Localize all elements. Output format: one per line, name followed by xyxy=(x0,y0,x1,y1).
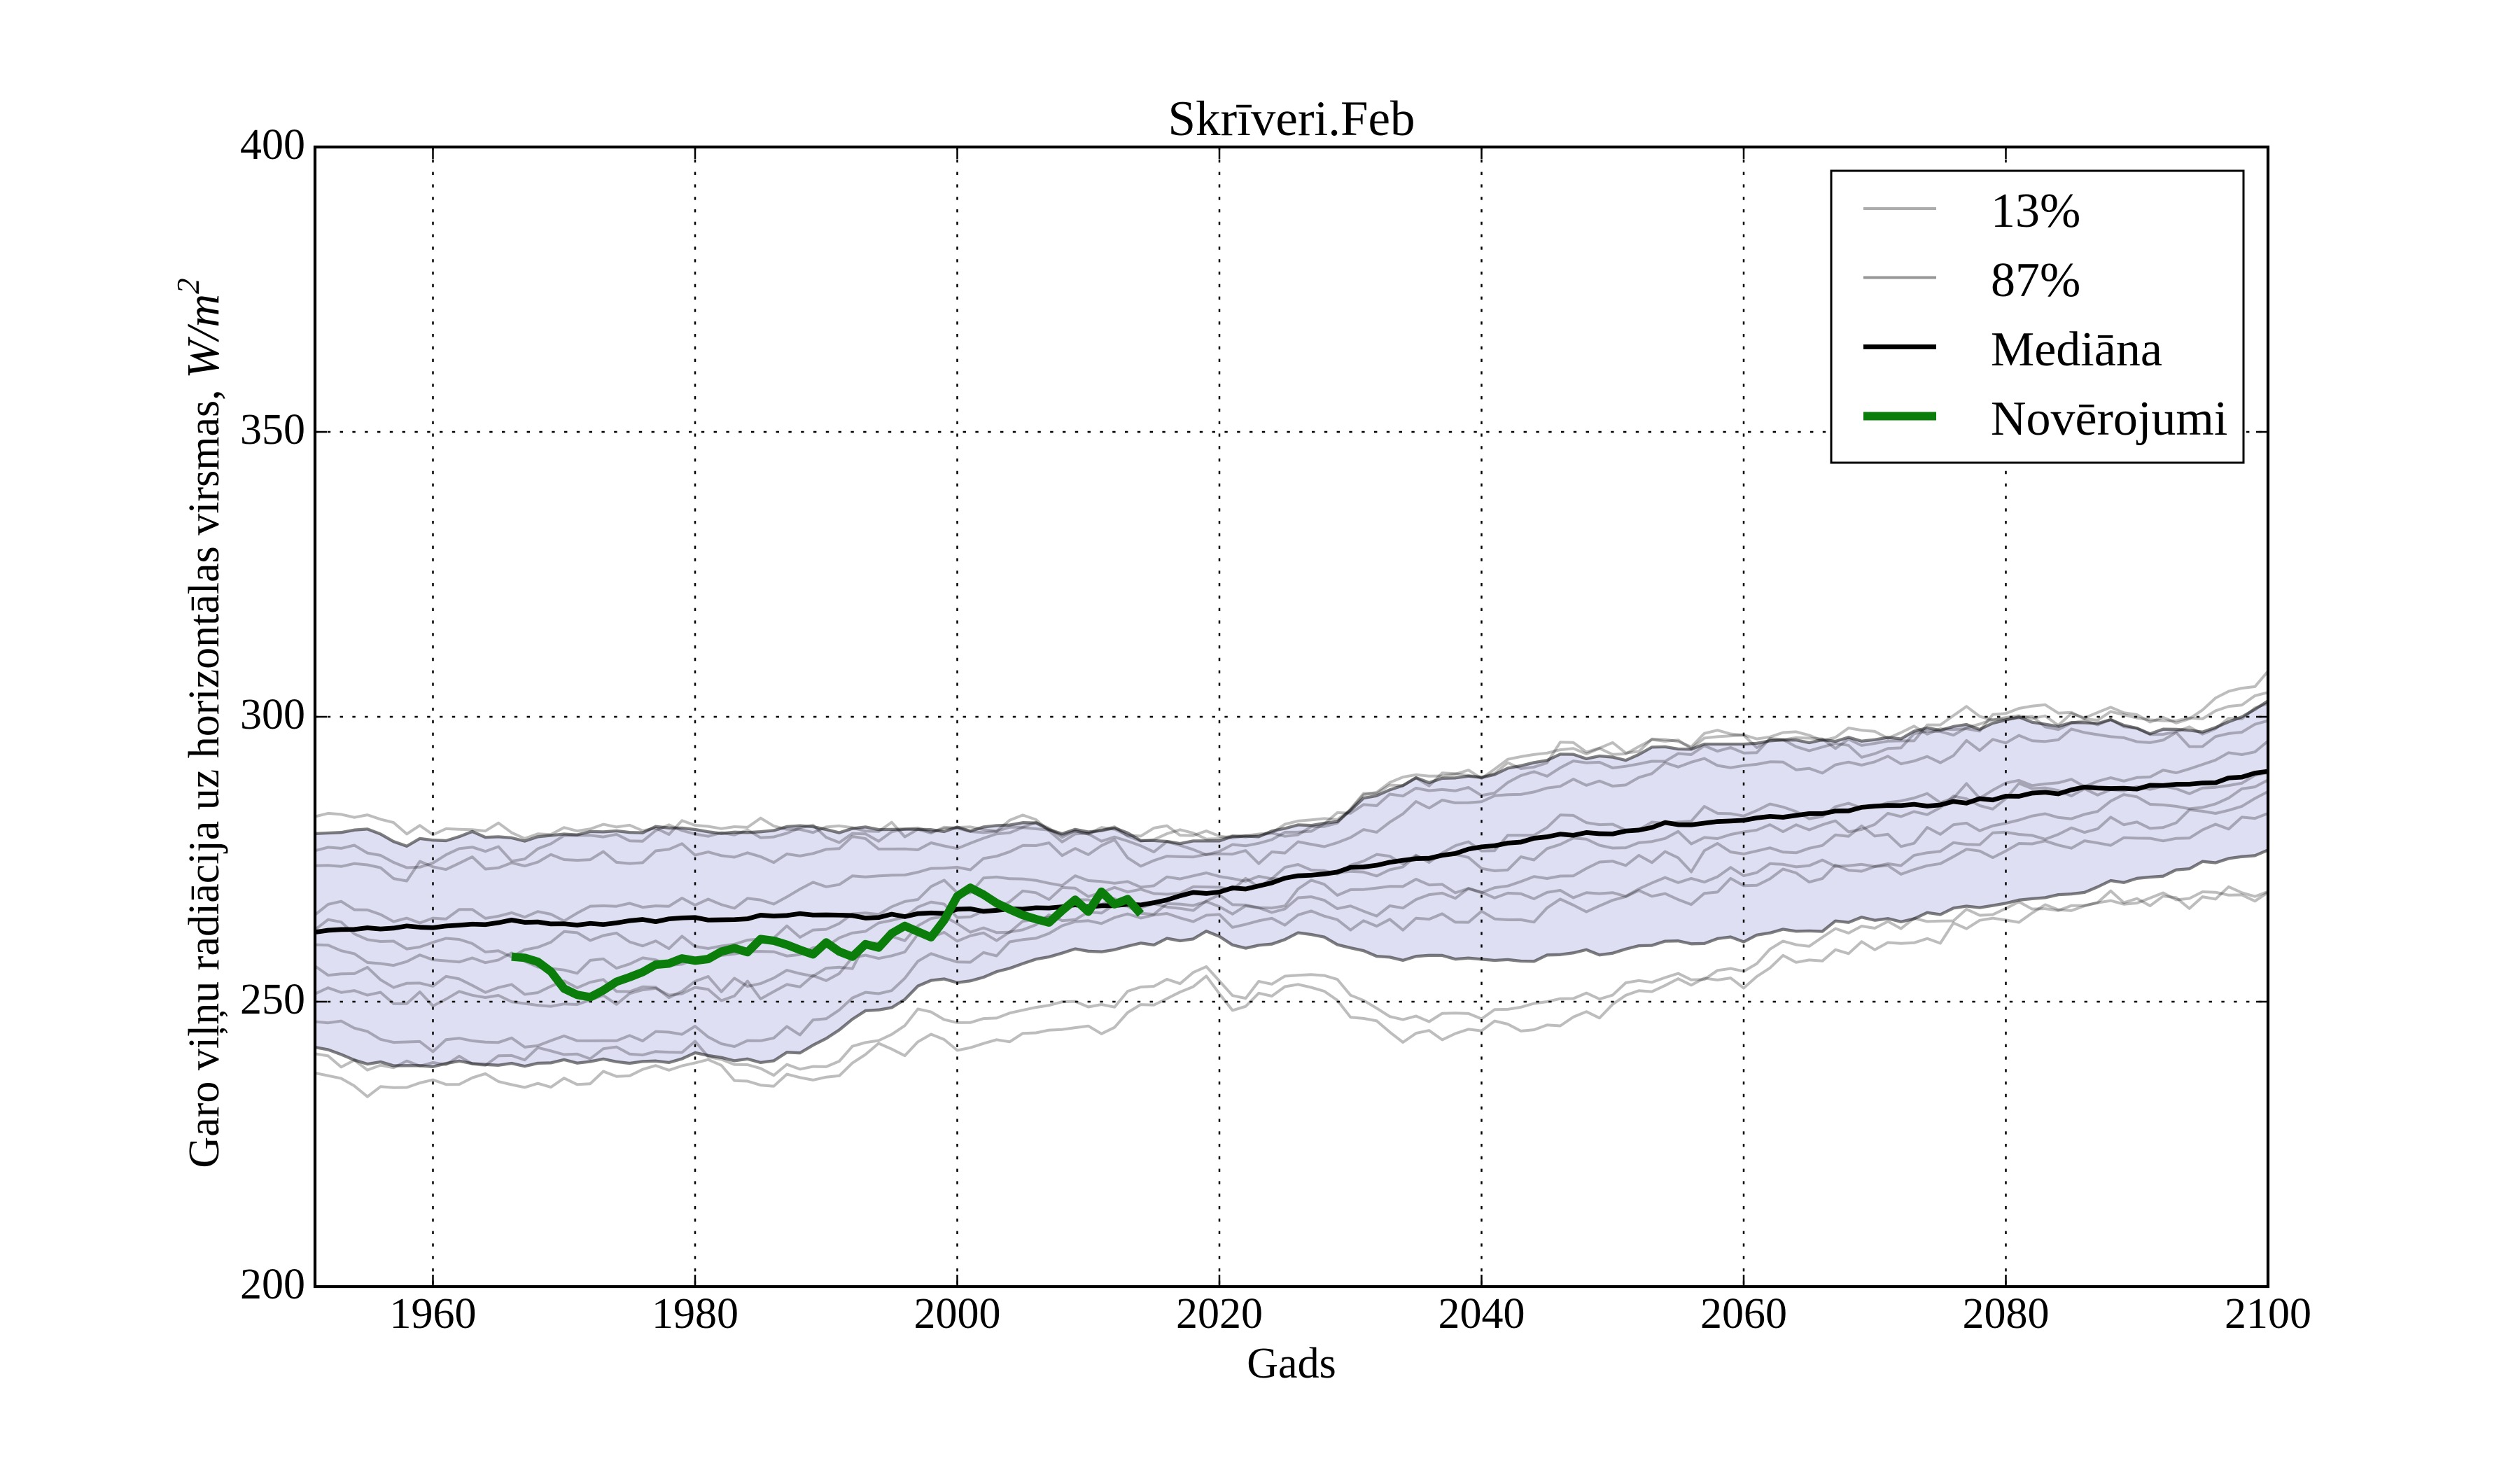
svg-text:1980: 1980 xyxy=(652,1290,738,1338)
svg-text:2080: 2080 xyxy=(1963,1290,2050,1338)
svg-text:2000: 2000 xyxy=(914,1290,1001,1338)
svg-text:13%: 13% xyxy=(1991,184,2080,238)
svg-text:Skrīveri.Feb: Skrīveri.Feb xyxy=(1168,92,1415,146)
svg-text:300: 300 xyxy=(240,691,305,738)
svg-text:400: 400 xyxy=(240,121,305,169)
svg-text:200: 200 xyxy=(240,1261,305,1308)
svg-text:Garo viļņu radiācija uz horizo: Garo viļņu radiācija uz horizontālas vir… xyxy=(171,278,229,1168)
svg-text:2100: 2100 xyxy=(2225,1290,2311,1338)
svg-text:Mediāna: Mediāna xyxy=(1991,323,2162,377)
svg-text:1960: 1960 xyxy=(390,1290,477,1338)
svg-text:350: 350 xyxy=(240,406,305,454)
svg-text:Novērojumi: Novērojumi xyxy=(1991,392,2227,446)
svg-text:Gads: Gads xyxy=(1247,1340,1336,1387)
svg-text:2020: 2020 xyxy=(1176,1290,1263,1338)
svg-text:2060: 2060 xyxy=(1700,1290,1787,1338)
svg-text:87%: 87% xyxy=(1991,253,2080,307)
svg-text:2040: 2040 xyxy=(1438,1290,1525,1338)
svg-text:250: 250 xyxy=(240,976,305,1023)
